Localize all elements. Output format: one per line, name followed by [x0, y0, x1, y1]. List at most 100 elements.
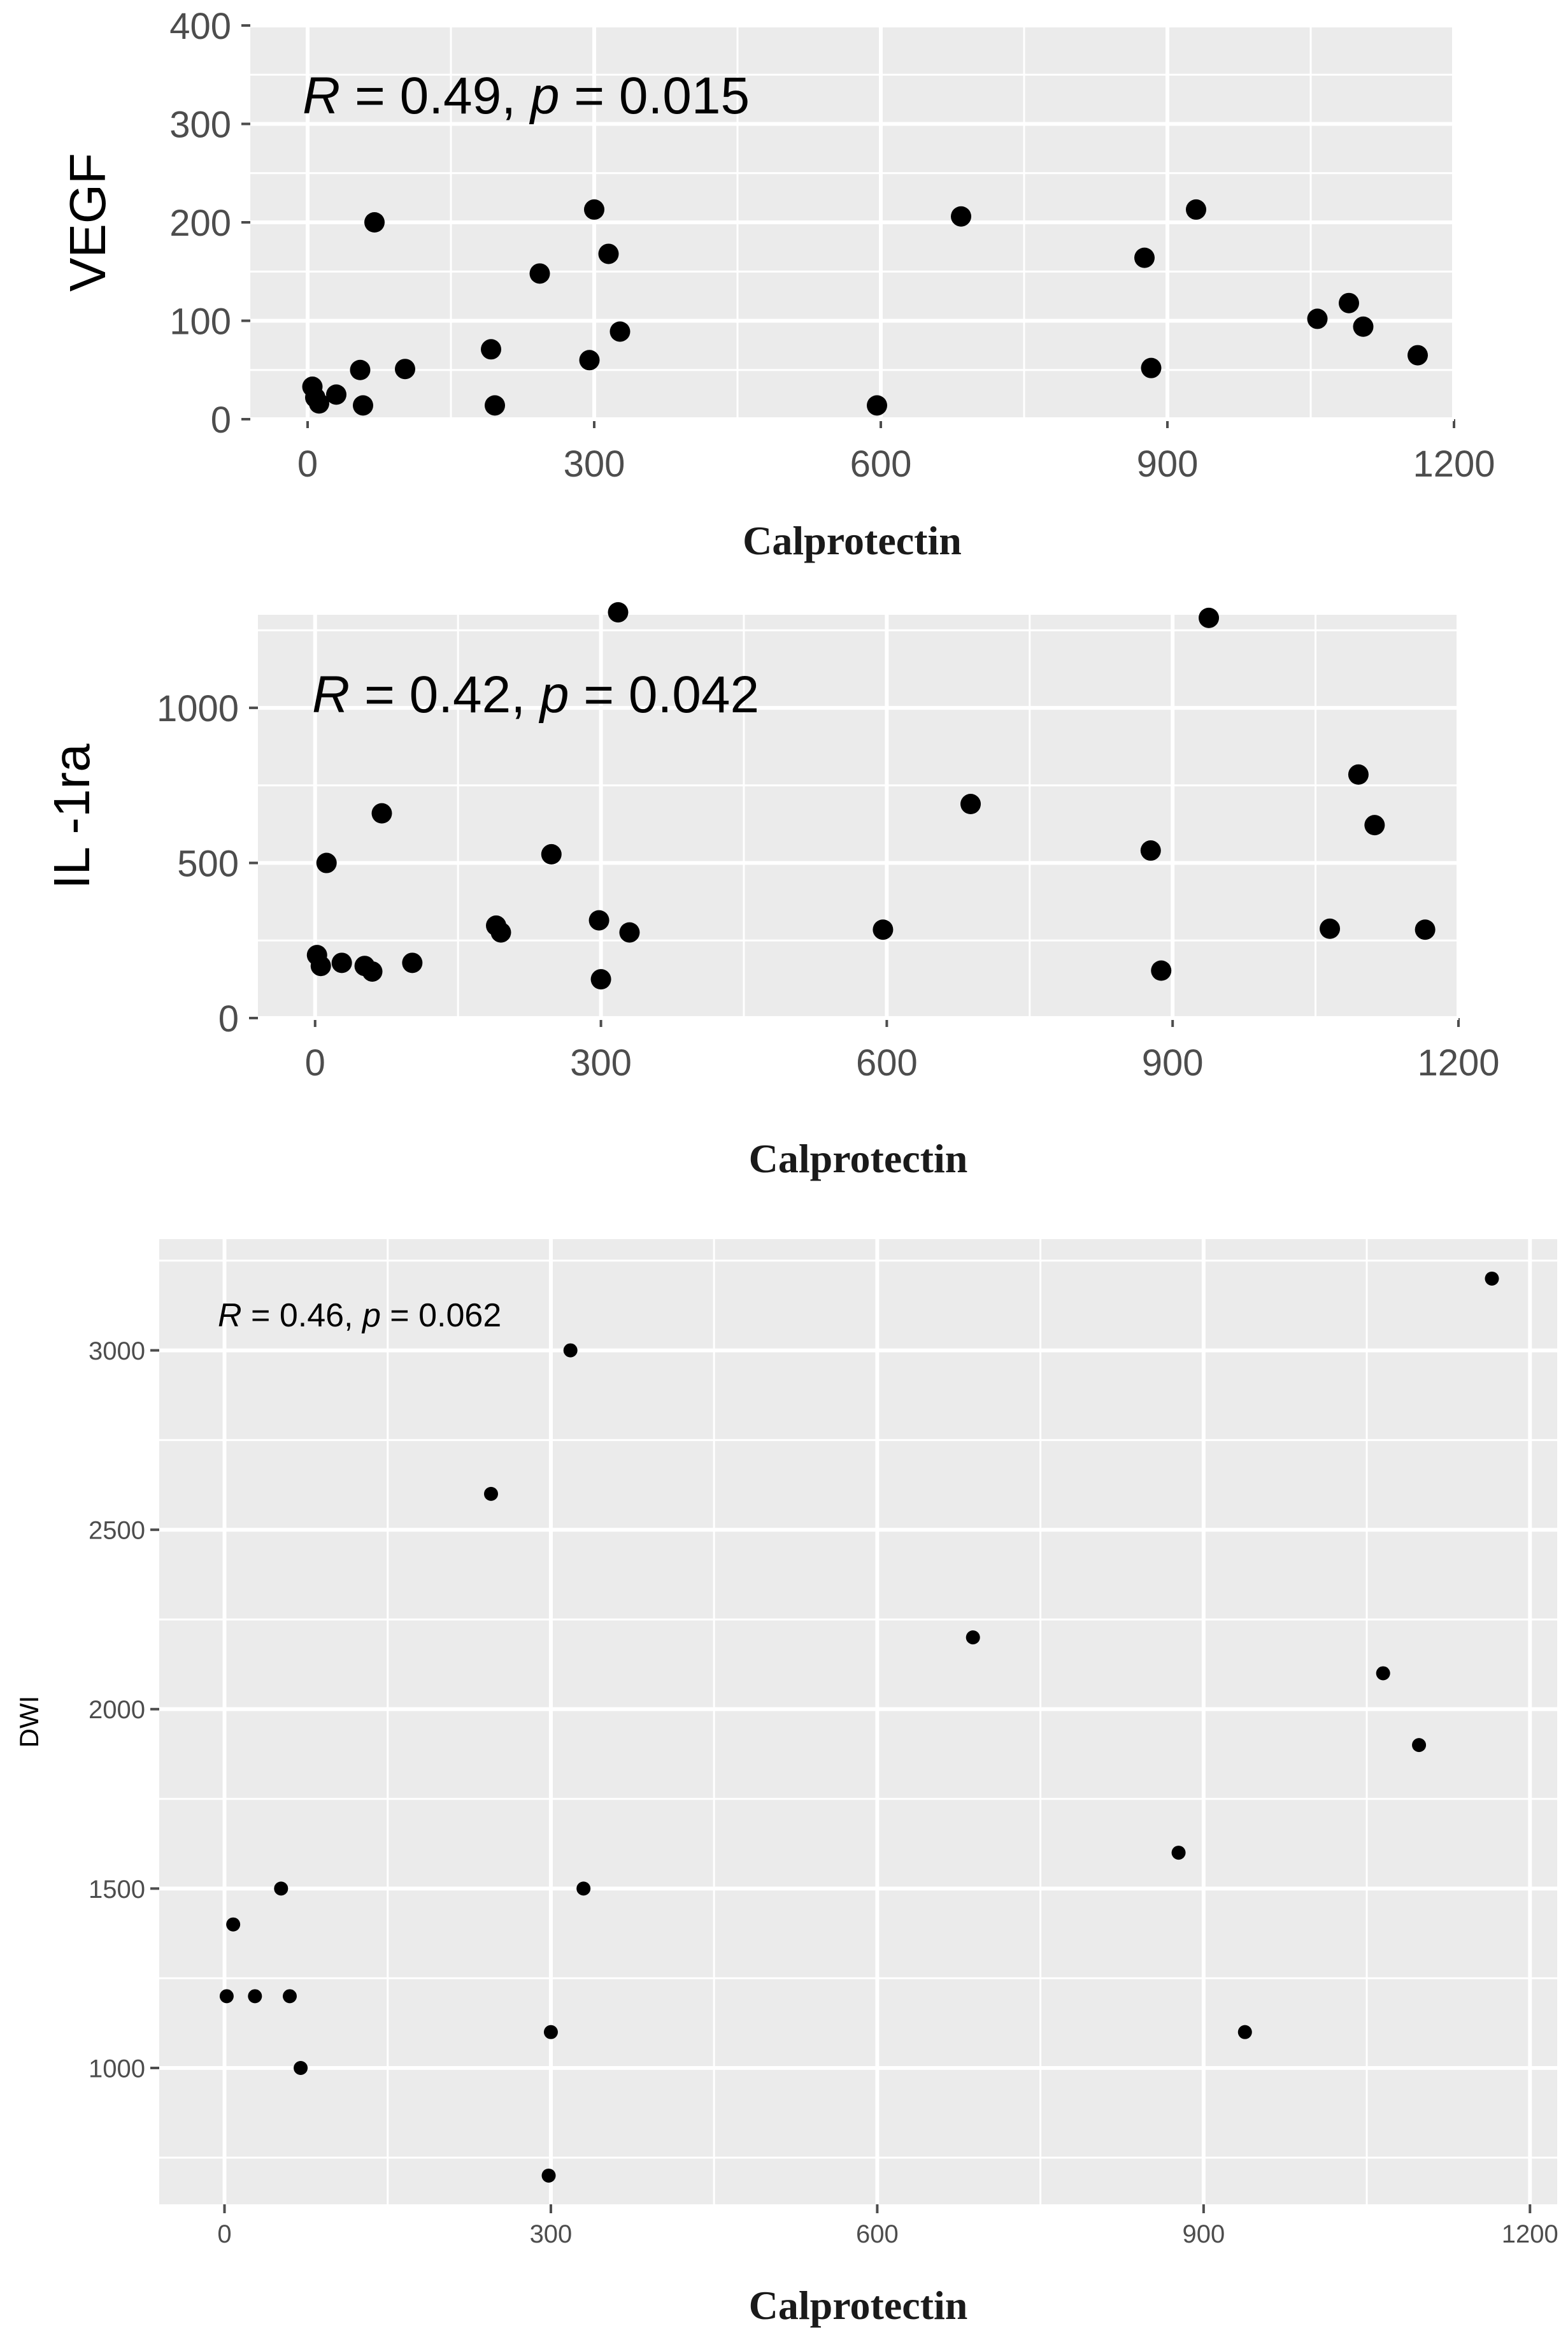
- data-point: [1408, 345, 1428, 366]
- y-tick-label: 3000: [89, 1337, 145, 1365]
- data-point: [248, 1989, 262, 2004]
- x-axis-label: Calprotectin: [743, 518, 962, 563]
- data-point: [960, 794, 981, 815]
- data-point: [274, 1881, 289, 1896]
- data-point: [1485, 1271, 1499, 1286]
- data-point: [1141, 357, 1162, 378]
- data-point: [1339, 292, 1359, 313]
- x-tick-label: 1200: [1417, 1042, 1499, 1084]
- y-axis-label: DWI: [14, 1696, 44, 1748]
- chart-vegf: 0 300 600 900 1200 0 100 200 300 400 R = 0.49, p =…: [59, 6, 1495, 563]
- data-point: [1186, 199, 1206, 220]
- data-point: [1376, 1666, 1390, 1681]
- data-point: [609, 321, 631, 342]
- data-point: [608, 602, 629, 623]
- data-point: [350, 359, 371, 380]
- y-tick-label: 0: [218, 998, 239, 1040]
- chart-dwi: 0 300 600 900 1200 1000 1500 2000 2500 3000 R = 0.…: [14, 1239, 1558, 2328]
- x-tick-label: 600: [856, 2220, 899, 2248]
- correlation-annotation: R = 0.49, p = 0.015: [303, 67, 750, 125]
- y-tick-label: 2500: [89, 1517, 145, 1545]
- data-point: [1134, 247, 1155, 268]
- x-tick-label: 900: [1137, 443, 1199, 485]
- data-point: [294, 2060, 308, 2075]
- data-point: [371, 803, 392, 824]
- x-tick-label: 900: [1182, 2220, 1225, 2248]
- data-point: [1307, 308, 1328, 329]
- x-tick-label: 1200: [1413, 443, 1495, 485]
- data-point: [541, 843, 562, 865]
- data-point: [579, 350, 600, 371]
- data-point: [364, 212, 385, 233]
- x-tick-label: 0: [297, 443, 318, 485]
- data-point: [402, 952, 423, 973]
- x-tick-label: 900: [1142, 1042, 1204, 1084]
- data-point: [1320, 918, 1341, 939]
- data-point: [226, 1917, 241, 1932]
- data-point: [588, 910, 609, 931]
- data-point: [483, 1486, 498, 1501]
- data-point: [541, 2168, 556, 2183]
- data-point: [598, 243, 619, 264]
- data-point: [1348, 764, 1369, 785]
- x-axis-label: Calprotectin: [749, 2283, 968, 2328]
- data-point: [1140, 840, 1161, 861]
- x-tick-label: 600: [850, 443, 912, 485]
- x-tick-label: 1200: [1502, 2220, 1558, 2248]
- y-tick-label: 100: [169, 301, 231, 342]
- data-point: [310, 956, 331, 977]
- x-tick-label: 0: [305, 1042, 325, 1084]
- y-tick-label: 2000: [89, 1696, 145, 1724]
- data-point: [966, 1630, 980, 1645]
- data-point: [1151, 960, 1172, 981]
- data-point: [584, 199, 604, 220]
- y-tick-label: 1000: [157, 688, 239, 729]
- correlation-annotation: R = 0.46, p = 0.062: [218, 1297, 501, 1334]
- data-point: [395, 359, 415, 380]
- data-point: [1412, 1738, 1427, 1753]
- data-point: [1237, 2025, 1252, 2039]
- y-axis-label: VEGF: [59, 153, 116, 292]
- x-tick-label: 300: [570, 1042, 632, 1084]
- data-point: [576, 1881, 591, 1896]
- chart-il1ra: 0 300 600 900 1200 0 500 1000 R = 0.42, p = 0.04…: [43, 602, 1500, 1181]
- y-axis-label: IL -1ra: [43, 743, 100, 889]
- y-tick-label: 0: [211, 399, 231, 441]
- data-point: [282, 1989, 297, 2004]
- data-point: [1199, 607, 1220, 628]
- data-point: [485, 395, 505, 416]
- data-point: [951, 206, 971, 227]
- data-point: [619, 922, 640, 943]
- data-point: [1415, 919, 1436, 940]
- y-tick-label: 500: [177, 843, 239, 884]
- data-point: [481, 339, 501, 360]
- data-point: [1353, 316, 1374, 337]
- plot-panel: [159, 1239, 1557, 2204]
- data-point: [326, 384, 346, 405]
- data-point: [353, 395, 373, 416]
- y-tick-label: 1500: [89, 1876, 145, 1904]
- data-point: [490, 922, 511, 943]
- data-point: [219, 1989, 234, 2004]
- y-tick-label: 300: [169, 104, 231, 145]
- y-tick-label: 200: [169, 203, 231, 244]
- x-tick-label: 300: [564, 443, 625, 485]
- data-point: [316, 852, 337, 873]
- data-point: [331, 952, 352, 973]
- data-point: [1364, 815, 1385, 836]
- data-point: [1171, 1846, 1186, 1860]
- data-point: [590, 969, 611, 990]
- data-point: [867, 395, 887, 416]
- x-tick-label: 0: [217, 2220, 231, 2248]
- x-tick-label: 300: [530, 2220, 573, 2248]
- data-point: [529, 263, 550, 284]
- y-tick-label: 400: [169, 6, 231, 47]
- y-tick-label: 1000: [89, 2055, 145, 2083]
- data-point: [873, 919, 894, 940]
- data-point: [563, 1343, 578, 1358]
- data-point: [543, 2025, 558, 2039]
- data-point: [362, 961, 383, 982]
- x-axis-label: Calprotectin: [749, 1136, 968, 1181]
- x-tick-label: 600: [856, 1042, 918, 1084]
